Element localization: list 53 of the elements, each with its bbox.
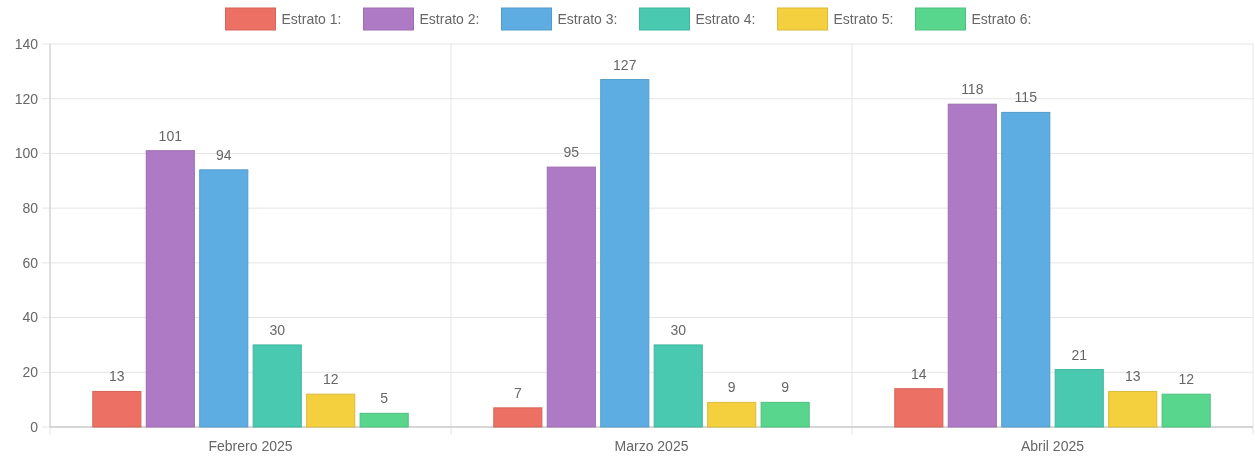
data-label: 5	[380, 390, 389, 407]
x-tick-label: Abril 2025	[1020, 438, 1085, 454]
bar	[1001, 111, 1051, 428]
data-label: 7	[513, 384, 522, 401]
data-label: 12	[1178, 371, 1195, 388]
y-tick-label: 0	[30, 418, 39, 435]
data-label: 14	[911, 365, 927, 382]
bar	[1161, 393, 1211, 428]
data-label: 9	[781, 379, 790, 396]
data-label: 9	[727, 379, 736, 396]
data-label: 118	[961, 81, 984, 98]
bar	[894, 388, 944, 428]
legend-label: Estrato 6:	[971, 10, 1032, 27]
data-label: 13	[109, 368, 125, 385]
y-tick-label: 60	[22, 254, 39, 271]
bar	[306, 393, 356, 428]
bar	[600, 79, 650, 428]
y-tick-label: 100	[14, 145, 39, 162]
legend-label: Estrato 1:	[281, 10, 342, 27]
bar	[252, 344, 302, 428]
y-tick-label: 80	[22, 200, 39, 217]
data-label: 21	[1071, 346, 1088, 363]
data-label: 30	[670, 321, 687, 338]
bar	[546, 166, 596, 428]
bar	[359, 412, 409, 428]
bar	[707, 401, 757, 428]
y-tick-label: 140	[14, 35, 39, 52]
legend-label: Estrato 4:	[695, 10, 756, 27]
bar	[493, 407, 543, 428]
x-tick-label: Marzo 2025	[614, 438, 689, 454]
data-label: 101	[158, 127, 183, 144]
bar	[92, 390, 142, 428]
data-label: 95	[563, 144, 580, 161]
data-label: 13	[1124, 368, 1141, 385]
data-label: 12	[322, 371, 339, 388]
data-label: 115	[1014, 89, 1038, 106]
data-label: 127	[613, 56, 637, 73]
y-tick-label: 20	[22, 364, 39, 381]
x-tick-label: Febrero 2025	[208, 438, 293, 454]
legend-label: Estrato 5:	[833, 10, 894, 27]
data-label: 94	[215, 146, 232, 163]
bar	[760, 401, 810, 428]
legend-label: Estrato 3:	[557, 10, 618, 27]
bar	[145, 150, 195, 428]
bar	[653, 344, 703, 428]
data-label: 30	[269, 321, 286, 338]
y-tick-label: 120	[14, 90, 39, 107]
legend-label: Estrato 2:	[419, 10, 480, 27]
bar	[1054, 369, 1104, 428]
y-tick-label: 40	[22, 309, 39, 326]
bar	[1108, 390, 1158, 428]
bar	[199, 169, 249, 428]
bar	[947, 103, 997, 428]
